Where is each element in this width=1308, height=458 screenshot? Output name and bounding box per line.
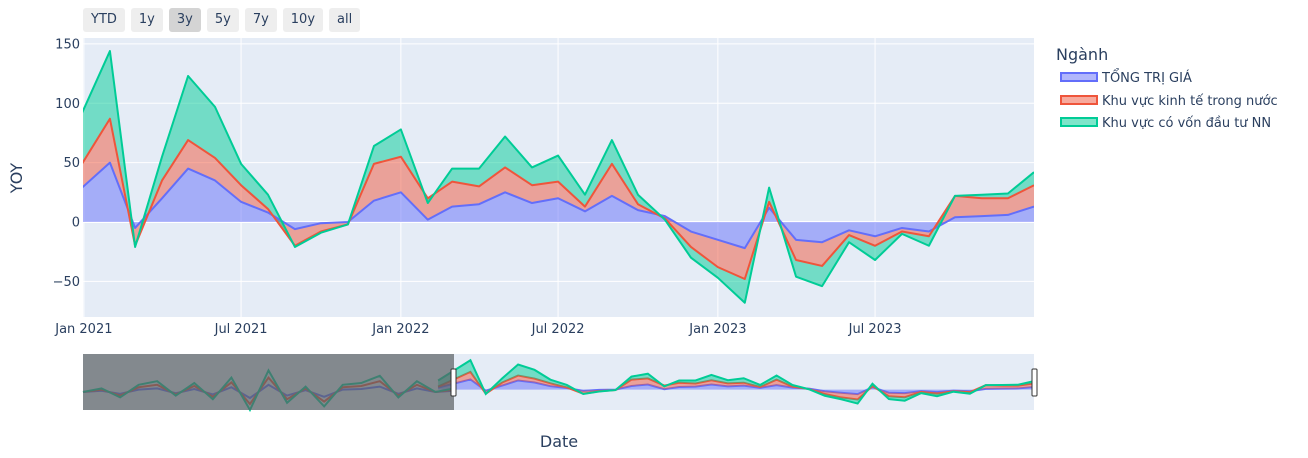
legend-label: Khu vực kinh tế trong nước [1102,94,1278,109]
legend-swatch [1060,95,1098,105]
x-tick-label: Jan 2022 [371,322,429,337]
x-axis-title: Date [540,432,578,451]
range-button-3y[interactable]: 3y [168,8,201,32]
range-slider-handle-left[interactable] [450,368,457,397]
x-tick-label: Jul 2022 [531,322,585,337]
range-slider[interactable] [82,354,1038,413]
y-axis-title: YOY [7,163,26,195]
y-tick-label: 100 [55,97,80,112]
legend-title: Ngành [1056,45,1108,64]
mini-line-3 [437,358,1035,405]
legend-item-khu-vuc-co-von-dau-tu-nn[interactable]: Khu vực có vốn đầu tư NN [1060,116,1271,131]
area-series [83,51,1034,303]
y-tick-label: 0 [72,216,80,231]
range-slider-mask-left [83,354,454,410]
x-tick-label: Jul 2021 [214,322,268,337]
area-1 [83,162,1034,249]
y-tick-labels: 150 100 50 0 −50 [53,37,80,289]
series-line-3 [83,50,1034,304]
range-button-7y[interactable]: 7y [244,8,277,32]
x-tick-labels: Jan 2021 Jul 2021 Jan 2022 Jul 2022 Jan 2023… [54,322,901,337]
series-line-2 [83,117,1034,281]
y-tick-label: −50 [53,275,80,290]
range-slider-handle-right[interactable] [1031,368,1038,397]
legend-swatch [1060,117,1098,127]
y-tick-label: 50 [63,156,80,171]
range-button-all[interactable]: all [329,8,361,32]
legend: Ngành TỔNG TRỊ GIÁ Khu vực kinh tế trong… [1056,45,1278,131]
range-selector: YTD 1y 3y 5y 7y 10y all [83,8,361,32]
legend-label: TỔNG TRỊ GIÁ [1101,69,1192,86]
range-button-5y[interactable]: 5y [206,8,239,32]
legend-item-tong-tri-gia[interactable]: TỔNG TRỊ GIÁ [1060,69,1192,86]
x-tick-label: Jul 2023 [848,322,902,337]
series-line-1 [83,161,1034,250]
x-tick-label: Jan 2021 [54,322,112,337]
legend-swatch [1060,72,1098,82]
series-lines [83,50,1034,304]
y-tick-label: 150 [55,37,80,52]
legend-item-khu-vuc-kinh-te-trong-nuoc[interactable]: Khu vực kinh tế trong nước [1060,94,1278,109]
mini-area-3 [438,360,1034,404]
range-button-ytd[interactable]: YTD [83,8,125,32]
range-button-1y[interactable]: 1y [130,8,163,32]
area-3 [83,51,1034,303]
x-tick-label: Jan 2023 [688,322,746,337]
range-button-10y[interactable]: 10y [282,8,324,32]
legend-label: Khu vực có vốn đầu tư NN [1102,116,1271,131]
